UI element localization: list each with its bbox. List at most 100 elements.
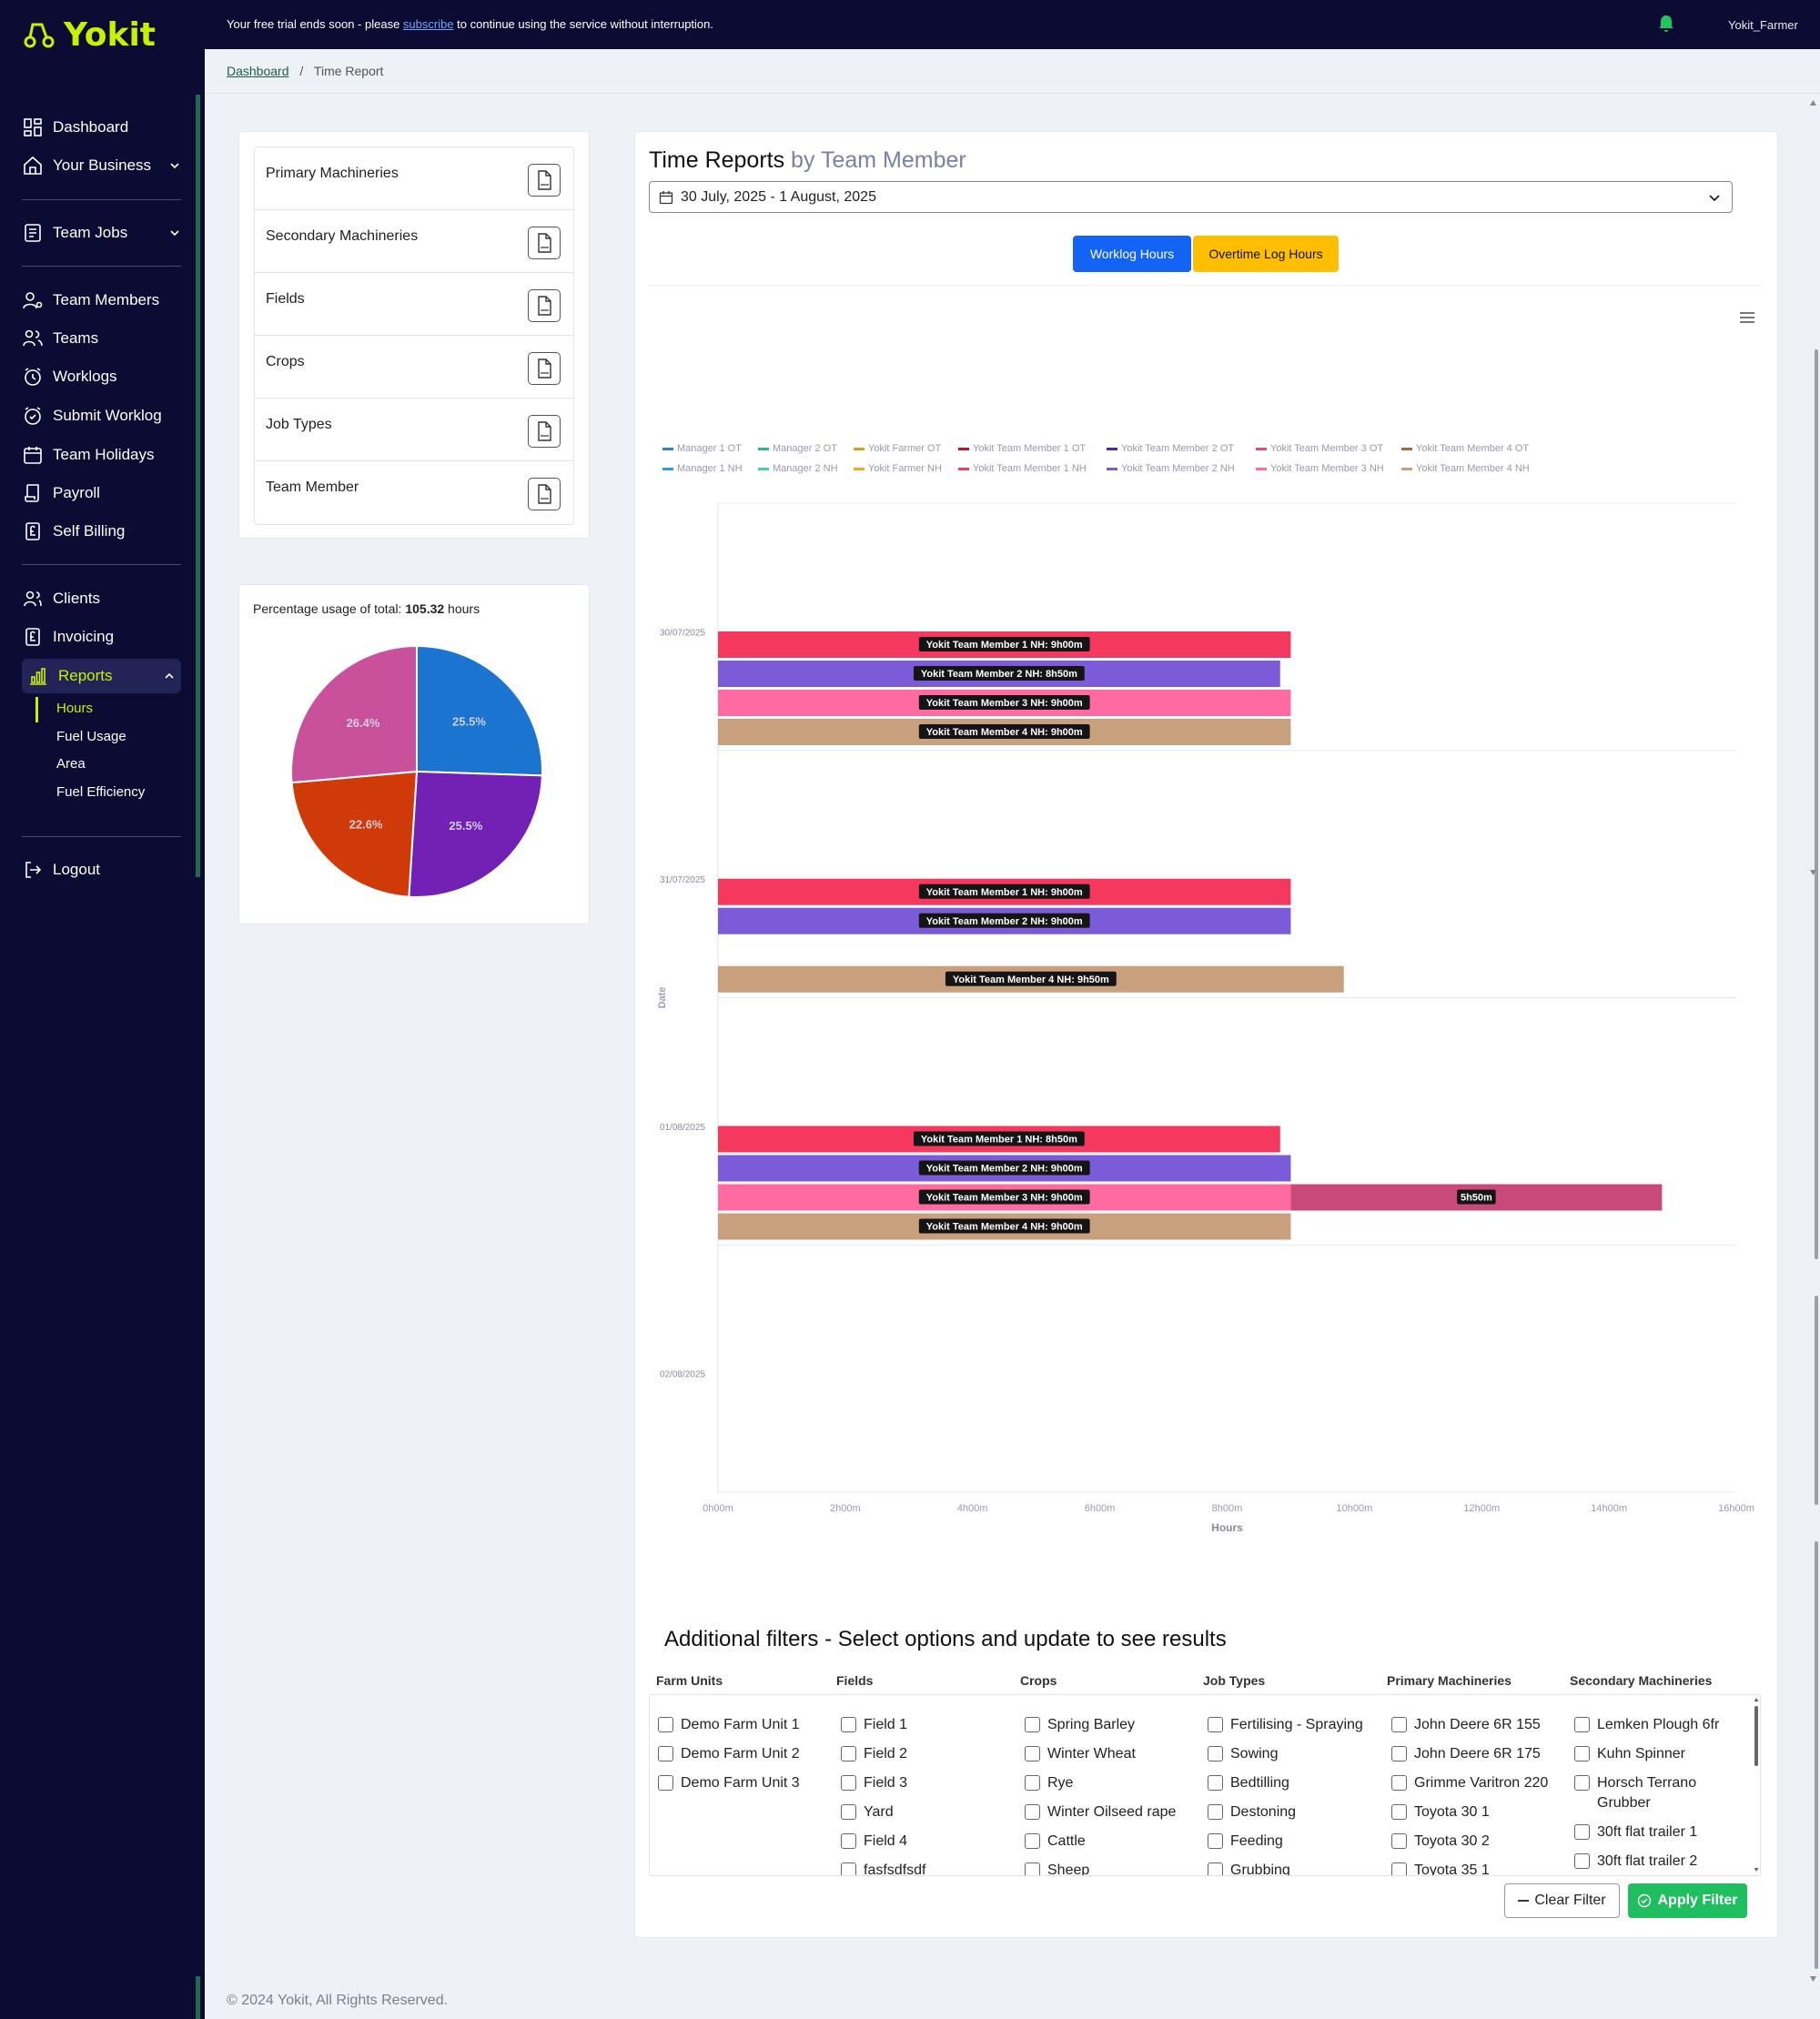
sidebar-scrollbar[interactable] [196,95,200,877]
checkbox[interactable] [1391,1775,1407,1791]
yokit-logo[interactable]: Yokit [24,16,156,54]
checkbox[interactable] [1208,1804,1223,1820]
bar-group[interactable]: Yokit Team Member 1 NH: 9h00m [718,878,1291,905]
filter-checkbox[interactable]: Spring Barley [1025,1715,1198,1735]
checkbox[interactable] [1208,1863,1223,1875]
filter-checkbox[interactable]: 30ft flat trailer 1 [1574,1822,1747,1842]
checkbox[interactable] [841,1863,856,1875]
sidebar-item-clients[interactable]: Clients [22,582,181,615]
date-range-picker[interactable]: 30 July, 2025 - 1 August, 2025 [649,181,1733,213]
legend-item[interactable]: Yokit Team Member 1 NH [958,463,1087,474]
bar-group[interactable]: Yokit Team Member 4 NH: 9h00m [718,1213,1291,1240]
filter-checkbox[interactable]: Winter Wheat [1025,1744,1198,1764]
filter-checkbox[interactable]: Kuhn Spinner [1574,1744,1747,1764]
checkbox[interactable] [1025,1833,1040,1849]
checkbox[interactable] [841,1746,856,1762]
bar-group[interactable]: Yokit Team Member 2 NH: 9h00m [718,1155,1291,1182]
filter-checkbox[interactable]: Toyota 30 1 [1391,1802,1564,1822]
checkbox[interactable] [1025,1804,1040,1820]
checkbox[interactable] [841,1775,856,1791]
legend-item[interactable]: Yokit Team Member 2 NH [1107,463,1235,474]
sidebar-item-teams[interactable]: Teams [22,322,181,355]
legend-item[interactable]: Manager 2 OT [758,443,837,454]
sidebar-item-dashboard[interactable]: Dashboard [22,111,181,144]
filter-checkbox[interactable]: Demo Farm Unit 2 [658,1744,831,1764]
subscribe-link[interactable]: subscribe [402,17,454,31]
filter-checkbox[interactable]: Demo Farm Unit 3 [658,1773,831,1793]
overtime-log-hours-button[interactable]: Overtime Log Hours [1193,236,1339,272]
checkbox[interactable] [1574,1717,1590,1732]
checkbox[interactable] [658,1717,673,1732]
filter-checkbox[interactable]: Horsch Terrano Grubber [1574,1773,1747,1813]
csv-download-button[interactable] [528,415,561,448]
bar-group[interactable]: Yokit Team Member 3 NH: 9h00m 5h50m [718,1184,1663,1211]
checkbox[interactable] [1574,1775,1590,1791]
sidebar-item-self-billing[interactable]: Self Billing [22,515,181,548]
sidebar-item-worklogs[interactable]: Worklogs [22,360,181,393]
sidebar-item-logout[interactable]: Logout [22,853,181,886]
checkbox[interactable] [1391,1863,1407,1875]
legend-item[interactable]: Yokit Team Member 3 NH [1256,463,1384,474]
checkbox[interactable] [658,1746,673,1762]
checkbox[interactable] [1025,1746,1040,1762]
filter-checkbox[interactable]: Destoning [1208,1802,1380,1822]
username[interactable]: Yokit_Farmer [1728,18,1798,32]
legend-item[interactable]: Yokit Team Member 1 OT [958,443,1086,454]
sidebar-subitem-fuel-usage[interactable]: Fuel Usage [56,729,126,744]
csv-download-button[interactable] [528,352,561,385]
filter-checkbox[interactable]: Field 3 [841,1773,1014,1793]
csv-download-button[interactable] [528,164,561,197]
csv-download-button[interactable] [528,289,561,322]
apply-filter-button[interactable]: Apply Filter [1628,1883,1747,1918]
filter-scrollbar[interactable] [1753,1695,1760,1875]
checkbox[interactable] [1025,1775,1040,1791]
checkbox[interactable] [658,1775,673,1791]
checkbox[interactable] [1574,1853,1590,1869]
filter-checkbox[interactable]: fasfsdfsdf [841,1861,1014,1875]
legend-item[interactable]: Manager 1 OT [662,443,742,454]
notification-bell-icon[interactable] [1658,15,1674,33]
bar-group[interactable]: Yokit Team Member 4 NH: 9h50m [718,965,1344,993]
checkbox[interactable] [1208,1717,1223,1732]
checkbox[interactable] [841,1833,856,1849]
legend-item[interactable]: Manager 2 NH [758,463,838,474]
filter-checkbox[interactable]: Fertilising - Spraying [1208,1715,1380,1735]
filter-checkbox[interactable]: Yard [841,1802,1014,1822]
checkbox[interactable] [841,1717,856,1732]
checkbox[interactable] [1208,1833,1223,1849]
filter-checkbox[interactable]: Feeding [1208,1832,1380,1852]
filter-checkbox[interactable]: Toyota 30 2 [1391,1832,1564,1852]
legend-item[interactable]: Yokit Farmer NH [854,463,942,474]
filter-checkbox[interactable]: Lemken Plough 6fr [1574,1715,1747,1735]
sidebar-subitem-hours[interactable]: Hours [56,701,94,716]
bar-group[interactable]: Yokit Team Member 2 NH: 9h00m [718,907,1291,934]
filter-checkbox[interactable]: Sowing [1208,1744,1380,1764]
checkbox[interactable] [1208,1775,1223,1791]
legend-item[interactable]: Yokit Team Member 4 NH [1401,463,1530,474]
checkbox[interactable] [1391,1746,1407,1762]
sidebar-item-team-jobs[interactable]: Team Jobs [22,217,181,249]
filter-checkbox[interactable]: Grubbing [1208,1861,1380,1875]
bar-group[interactable]: Yokit Team Member 1 NH: 9h00m [718,631,1291,658]
legend-item[interactable]: Manager 1 NH [662,463,743,474]
bar-group[interactable]: Yokit Team Member 1 NH: 8h50m [718,1126,1280,1153]
filter-checkbox[interactable]: Demo Farm Unit 1 [658,1715,831,1735]
sidebar-subitem-area[interactable]: Area [56,756,86,772]
sidebar-item-your-business[interactable]: Your Business [22,149,181,182]
filter-checkbox[interactable]: Winter Oilseed rape [1025,1802,1198,1822]
filter-checkbox[interactable]: Bedtilling [1208,1773,1380,1793]
sidebar-item-submit-worklog[interactable]: Submit Worklog [22,399,181,432]
filter-checkbox[interactable]: Cattle [1025,1832,1198,1852]
filter-checkbox[interactable]: Field 2 [841,1744,1014,1764]
bar-group[interactable]: Yokit Team Member 2 NH: 8h50m [718,661,1280,687]
filter-checkbox[interactable]: 30ft flat trailer 2 [1574,1852,1747,1872]
filter-checkbox[interactable]: Toyota 35 1 [1391,1861,1564,1875]
filter-checkbox[interactable]: Sheep [1025,1861,1198,1875]
checkbox[interactable] [1574,1824,1590,1840]
sidebar-item-payroll[interactable]: Payroll [22,477,181,510]
page-scrollbar[interactable] [1806,95,1820,1987]
filter-checkbox[interactable]: Grimme Varitron 220 [1391,1773,1564,1793]
checkbox[interactable] [1208,1746,1223,1762]
filter-checkbox[interactable]: Field 1 [841,1715,1014,1735]
sidebar-scrollbar-lower[interactable] [196,1976,200,2019]
